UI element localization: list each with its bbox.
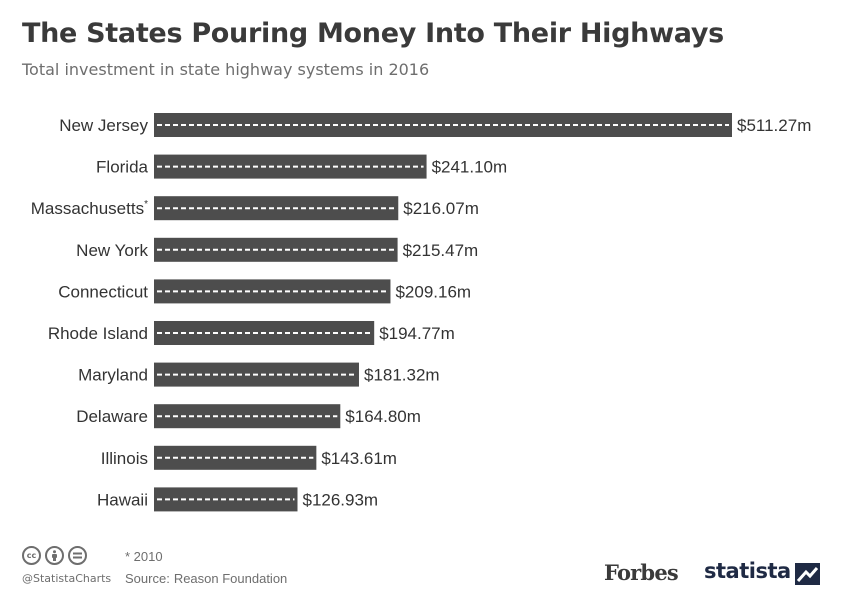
category-label: Hawaii	[97, 490, 148, 509]
category-label: Maryland	[78, 366, 148, 385]
value-label: $194.77m	[379, 324, 455, 343]
category-name: Maryland	[78, 366, 148, 385]
category-label: Florida	[96, 158, 149, 177]
value-label: $181.32m	[364, 366, 440, 385]
bar	[154, 237, 398, 262]
bar-row: Hawaii $126.93m	[97, 487, 378, 512]
category-label: New York	[76, 241, 148, 260]
category-name: Massachusetts	[31, 199, 144, 218]
statista-logo-icon	[795, 563, 820, 585]
category-label: Illinois	[101, 449, 148, 468]
bar-row: Massachusetts* $216.07m	[31, 196, 479, 221]
bar-row: Florida $241.10m	[96, 154, 508, 179]
chart-title: The States Pouring Money Into Their High…	[22, 18, 724, 49]
statista-logo[interactable]: statista	[704, 559, 791, 583]
source-label: Source:	[125, 571, 170, 586]
value-label: $126.93m	[302, 490, 378, 509]
no-derivatives-icon	[68, 546, 87, 565]
category-name: Rhode Island	[48, 324, 148, 343]
bar-row: Rhode Island $194.77m	[48, 321, 455, 345]
bar	[154, 445, 317, 470]
bar-row: New Jersey $511.27m	[59, 113, 811, 137]
value-label: $216.07m	[403, 199, 479, 218]
chart-subtitle: Total investment in state highway system…	[22, 60, 430, 79]
bar-chart: New Jersey $511.27m Florida $241.10m Massach…	[31, 113, 811, 512]
category-label: Rhode Island	[48, 324, 148, 343]
value-label: $164.80m	[345, 407, 421, 426]
source-line: Source: Reason Foundation	[125, 571, 287, 586]
value-label: $511.27m	[737, 116, 811, 135]
statista-handle[interactable]: @StatistaCharts	[22, 572, 112, 585]
category-name: Florida	[96, 158, 149, 177]
bar-row: Connecticut $209.16m	[58, 279, 471, 304]
category-label: Connecticut	[58, 282, 148, 301]
category-label: New Jersey	[59, 116, 148, 135]
category-name: Delaware	[76, 407, 148, 426]
bar-row: Maryland $181.32m	[78, 362, 440, 387]
category-label: Delaware	[76, 407, 148, 426]
category-name: Connecticut	[58, 282, 148, 301]
category-name: Hawaii	[97, 490, 148, 509]
license-icons: cc	[22, 546, 87, 565]
bar	[154, 113, 732, 137]
source-text: Reason Foundation	[173, 571, 288, 586]
value-label: $241.10m	[432, 158, 508, 177]
value-label: $143.61m	[321, 449, 397, 468]
footnote: * 2010	[125, 549, 163, 564]
bar-row: Illinois $143.61m	[101, 445, 397, 470]
bar-row: Delaware $164.80m	[76, 404, 421, 429]
bar-row: New York $215.47m	[76, 237, 479, 262]
category-label: Massachusetts*	[31, 199, 148, 218]
category-name: Illinois	[101, 449, 148, 468]
cc-icon: cc	[22, 546, 41, 565]
category-name: New Jersey	[59, 116, 148, 135]
value-label: $209.16m	[395, 282, 471, 301]
category-name: New York	[76, 241, 148, 260]
category-footnote-marker: *	[144, 199, 148, 210]
forbes-logo[interactable]: Forbes	[604, 560, 679, 585]
attribution-icon	[45, 546, 64, 565]
value-label: $215.47m	[403, 241, 479, 260]
